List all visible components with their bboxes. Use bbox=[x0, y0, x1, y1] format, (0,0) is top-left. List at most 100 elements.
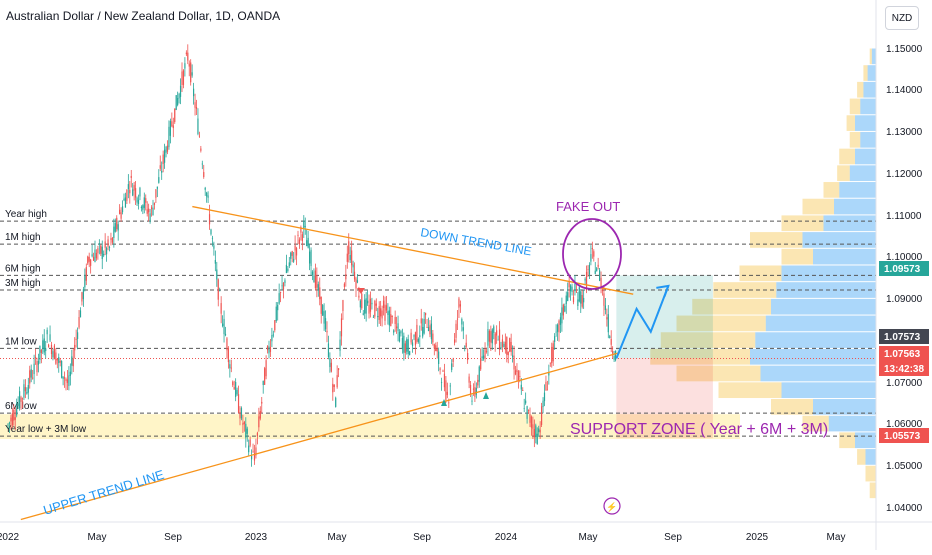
candle-body bbox=[200, 148, 202, 151]
price-label-box bbox=[879, 428, 929, 443]
candle-body bbox=[570, 285, 572, 292]
candle-body bbox=[343, 283, 345, 287]
candle-body bbox=[78, 317, 80, 328]
volume-bar-blue bbox=[765, 315, 876, 332]
candle-body bbox=[165, 146, 167, 153]
candle-body bbox=[329, 358, 331, 368]
candle-body bbox=[32, 377, 34, 379]
candle-body bbox=[471, 400, 473, 402]
candle-body bbox=[274, 320, 276, 331]
candle-body bbox=[522, 390, 524, 391]
candle-body bbox=[468, 376, 470, 383]
time-tick-label: 2025 bbox=[746, 532, 769, 543]
candle-body bbox=[21, 398, 24, 400]
candle-body bbox=[239, 412, 241, 419]
candle-body bbox=[575, 291, 577, 293]
candle-body bbox=[146, 209, 148, 214]
volume-bar-yellow bbox=[660, 332, 756, 348]
candle-body bbox=[543, 392, 546, 402]
candle-body bbox=[313, 275, 315, 283]
candle-body bbox=[417, 338, 419, 342]
candle-body bbox=[565, 295, 567, 305]
buy-marker bbox=[441, 399, 447, 406]
candle-body bbox=[23, 384, 25, 398]
candle-body bbox=[481, 356, 483, 359]
price-label-text: 1.07563 bbox=[884, 349, 921, 360]
candle-body bbox=[175, 95, 177, 110]
candle-body bbox=[369, 298, 372, 312]
candle-body bbox=[410, 332, 412, 343]
volume-bar-yellow bbox=[718, 382, 782, 399]
candle-body bbox=[174, 108, 176, 122]
candle-body bbox=[294, 245, 296, 251]
candle-body bbox=[256, 432, 258, 437]
candle-body bbox=[497, 339, 499, 341]
candle-body bbox=[117, 224, 119, 231]
candle-body bbox=[445, 380, 447, 400]
candle-body bbox=[367, 300, 369, 304]
fake-out-circle bbox=[562, 218, 622, 290]
candle-body bbox=[564, 305, 566, 312]
candle-body bbox=[48, 344, 50, 348]
volume-bar-yellow bbox=[849, 98, 861, 115]
candle-body bbox=[68, 375, 70, 387]
candle-body bbox=[216, 269, 218, 280]
candle-body bbox=[368, 304, 370, 314]
candle-body bbox=[612, 351, 614, 354]
candle-body bbox=[559, 317, 562, 325]
candle-body bbox=[613, 356, 615, 360]
candle-body bbox=[353, 271, 356, 280]
candle-body bbox=[62, 376, 64, 379]
candle-body bbox=[610, 339, 612, 345]
candle-body bbox=[29, 370, 31, 384]
candle-body bbox=[600, 277, 602, 287]
candle-body bbox=[220, 303, 222, 314]
candle-body bbox=[310, 249, 312, 267]
buy-marker bbox=[483, 392, 489, 399]
time-tick-label: 2022 bbox=[0, 532, 20, 543]
candle-body bbox=[498, 329, 501, 350]
price-tick-label: 1.09000 bbox=[886, 294, 923, 305]
candle-body bbox=[136, 197, 138, 203]
candle-body bbox=[34, 356, 37, 359]
price-label-box bbox=[879, 361, 929, 376]
candle-body bbox=[107, 239, 109, 247]
volume-bar-blue bbox=[867, 65, 876, 81]
candle-body bbox=[245, 423, 247, 438]
candle-body bbox=[483, 355, 485, 359]
candle-body bbox=[287, 268, 289, 272]
candle-body bbox=[455, 323, 457, 338]
candle-body bbox=[514, 370, 517, 375]
candle-body bbox=[396, 326, 398, 329]
candle-body bbox=[90, 259, 92, 266]
candle-body bbox=[404, 343, 406, 353]
time-tick-label: May bbox=[827, 532, 846, 543]
volume-profile bbox=[650, 48, 876, 499]
candle-body bbox=[69, 371, 71, 376]
price-tick-label: 1.10000 bbox=[886, 252, 923, 263]
candle-body bbox=[388, 310, 390, 326]
price-label-box bbox=[879, 261, 929, 276]
candle-body bbox=[438, 351, 440, 364]
candle-body bbox=[609, 336, 611, 338]
candle-body bbox=[356, 280, 359, 283]
candle-body bbox=[320, 296, 322, 314]
volume-bar-yellow bbox=[837, 165, 850, 182]
candle-body bbox=[284, 280, 286, 283]
candle-body bbox=[504, 341, 506, 351]
candle-body bbox=[359, 300, 361, 308]
volume-bar-blue bbox=[781, 382, 876, 399]
sell-marker bbox=[357, 288, 365, 294]
candle-body bbox=[61, 361, 63, 378]
volume-bar-blue bbox=[871, 48, 876, 65]
candle-body bbox=[214, 259, 216, 264]
candle-body bbox=[342, 300, 344, 311]
candle-body bbox=[567, 292, 569, 302]
currency-button[interactable]: NZD bbox=[885, 6, 919, 30]
candle-body bbox=[116, 217, 118, 230]
candle-body bbox=[55, 352, 57, 364]
candle-body bbox=[603, 293, 605, 306]
level-label: Year low + 3M low bbox=[5, 424, 87, 435]
